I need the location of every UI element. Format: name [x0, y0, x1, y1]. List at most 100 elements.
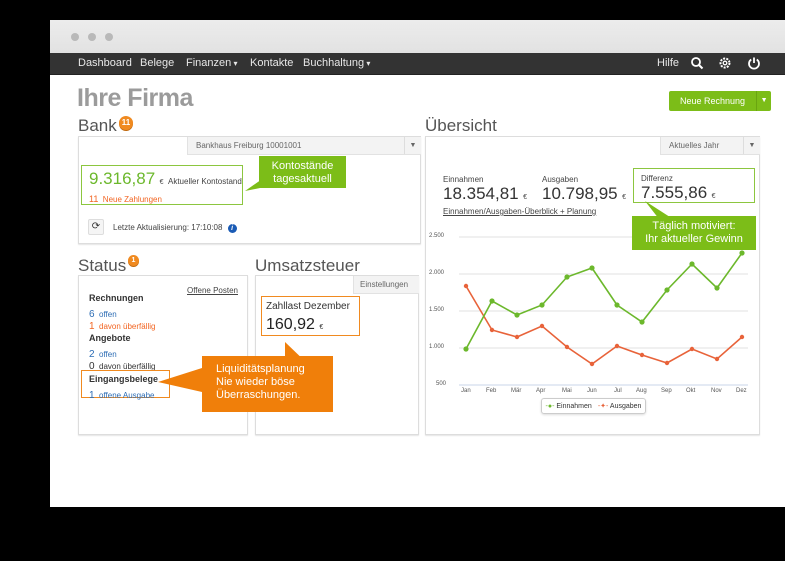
new-payments-link[interactable]: Neue Zahlungen — [102, 195, 162, 204]
difference-value: 7.555,86 — [641, 183, 708, 202]
refresh-button[interactable]: ⟳ — [88, 219, 104, 235]
difference-label: Differenz — [641, 174, 673, 183]
receipts-open[interactable]: 1 offene Ausgabe — [89, 390, 155, 401]
x-tick: Nov — [711, 388, 722, 394]
gear-icon[interactable] — [718, 56, 732, 70]
x-tick: Sep — [661, 388, 672, 394]
window-dot-minimize[interactable] — [88, 33, 96, 41]
bank-title: Bank — [78, 116, 117, 135]
nav-kontakte[interactable]: Kontakte — [250, 57, 294, 69]
overview-title: Übersicht — [425, 116, 497, 135]
bank-account-select-value: Bankhaus Freiburg 10001001 — [196, 141, 302, 150]
status-badge[interactable]: 1 — [128, 255, 139, 266]
period-select[interactable]: Aktuelles Jahr ▼ — [660, 137, 760, 155]
last-update-time: 17:10:08 — [191, 223, 223, 232]
last-update-label: Letzte Aktualisierung: — [113, 223, 190, 232]
y-tick: 2.500 — [429, 233, 445, 239]
nav-belege[interactable]: Belege — [140, 57, 175, 69]
x-tick: Jul — [614, 388, 622, 394]
offers-open[interactable]: 2 offen — [89, 349, 117, 360]
company-name: Ihre Firma — [77, 84, 193, 112]
bank-balance-box: 9.316,87 € Aktueller Kontostand 11 Neue … — [81, 165, 243, 205]
chevron-down-icon: ▼ — [404, 137, 421, 154]
bank-badge[interactable]: 11 — [119, 116, 133, 130]
receipts-box: Eingangsbelege 1 offene Ausgabe — [81, 370, 170, 401]
legend-income[interactable]: -●- Einnahmen — [545, 402, 592, 410]
x-tick: Jan — [461, 388, 471, 394]
offers-title: Angebote — [89, 333, 131, 343]
window-dot-maximize[interactable] — [105, 33, 113, 41]
liquidity-callout-line1: Liquiditätsplanung — [216, 363, 305, 375]
nav-help[interactable]: Hilfe — [657, 57, 680, 69]
expense-value: 10.798,95 — [542, 184, 618, 203]
info-icon[interactable]: i — [227, 224, 237, 233]
new-invoice-button[interactable]: Neue Rechnung — [669, 91, 757, 111]
vat-due-amount: 160,92 — [266, 316, 315, 333]
legend-expense[interactable]: -✦- Ausgaben — [597, 403, 642, 410]
chevron-down-icon: ▼ — [743, 137, 760, 154]
invoices-title: Rechnungen — [89, 293, 144, 303]
new-invoice-dropdown-toggle[interactable]: ▼ — [756, 91, 772, 111]
income-currency: € — [523, 194, 527, 201]
bank-callout-line2: tagesaktuell — [273, 173, 332, 185]
income-expense-chart — [459, 236, 748, 386]
x-tick: Aug — [636, 388, 647, 394]
income-label: Einnahmen — [443, 175, 484, 184]
invoices-overdue[interactable]: 1 davon überfällig — [89, 321, 156, 332]
vat-due-label: Zahllast Dezember — [266, 301, 350, 312]
nav-finanzen[interactable]: Finanzen — [186, 57, 238, 69]
vat-due-box: Zahllast Dezember 160,92 € — [261, 296, 360, 336]
power-icon[interactable] — [747, 56, 761, 70]
search-icon[interactable] — [690, 56, 704, 70]
bank-account-select[interactable]: Bankhaus Freiburg 10001001 ▼ — [187, 137, 421, 155]
offers-overdue[interactable]: 0 davon überfällig — [89, 361, 156, 372]
x-tick: Dez — [736, 388, 747, 394]
overview-panel: Aktuelles Jahr ▼ Einnahmen 18.354,81 € A… — [425, 136, 760, 435]
invoices-open[interactable]: 6 offen — [89, 309, 117, 320]
period-select-value: Aktuelles Jahr — [669, 141, 720, 150]
expense-currency: € — [622, 194, 626, 201]
y-tick: 2.000 — [429, 270, 445, 276]
x-tick: Jun — [587, 388, 597, 394]
y-tick: 1.000 — [429, 344, 445, 350]
nav-buchhaltung[interactable]: Buchhaltung — [303, 57, 370, 69]
vat-settings-button[interactable]: Einstellungen — [353, 276, 419, 294]
profit-callout: Täglich motiviert: Ihr aktueller Gewinn — [632, 216, 756, 250]
window-dot-close[interactable] — [71, 33, 79, 41]
x-tick: Mär — [511, 388, 522, 394]
vat-currency: € — [319, 324, 324, 331]
title-bar — [50, 20, 785, 53]
income-value: 18.354,81 — [443, 184, 519, 203]
profit-callout-line1: Täglich motiviert: — [652, 220, 736, 232]
x-tick: Feb — [486, 388, 497, 394]
refresh-icon: ⟳ — [91, 221, 101, 232]
open-items-link[interactable]: Offene Posten — [187, 286, 238, 295]
x-tick: Mai — [562, 388, 572, 394]
new-payments-count: 11 — [89, 194, 99, 204]
liquidity-callout-line2: Nie wieder böse — [216, 376, 295, 388]
x-tick: Okt — [686, 388, 696, 394]
y-tick: 1.500 — [429, 307, 445, 313]
profit-callout-line2: Ihr aktueller Gewinn — [645, 233, 743, 245]
bank-currency: € — [159, 179, 164, 186]
bank-callout: Kontostände tagesaktuell — [259, 156, 346, 188]
new-invoice-button-group: Neue Rechnung ▼ — [669, 91, 772, 111]
main-navbar: Dashboard Belege Finanzen Kontakte Buchh… — [50, 53, 785, 75]
expense-label: Ausgaben — [542, 175, 579, 184]
difference-currency: € — [711, 193, 716, 200]
browser-window: Dashboard Belege Finanzen Kontakte Buchh… — [50, 20, 785, 507]
difference-box: Differenz 7.555,86 € — [633, 168, 755, 203]
vat-title: Umsatzsteuer — [255, 256, 360, 275]
liquidity-callout: Liquiditätsplanung Nie wieder böse Überr… — [202, 356, 333, 412]
bank-balance-label: Aktueller Kontostand — [168, 177, 242, 186]
receipts-title: Eingangsbelege — [89, 374, 159, 384]
x-tick: Apr — [536, 388, 546, 394]
nav-dashboard[interactable]: Dashboard — [78, 57, 132, 69]
profit-callout-pointer — [645, 201, 673, 219]
chart-legend: -●- Einnahmen -✦- Ausgaben — [541, 398, 646, 414]
bank-callout-line1: Kontostände — [271, 160, 334, 172]
liquidity-callout-line3: Überraschungen. — [216, 389, 301, 401]
y-tick: 500 — [436, 381, 447, 387]
bank-balance: 9.316,87 — [89, 169, 156, 188]
income-expense-overview-link[interactable]: Einnahmen/Ausgaben-Überblick + Planung — [443, 207, 597, 216]
